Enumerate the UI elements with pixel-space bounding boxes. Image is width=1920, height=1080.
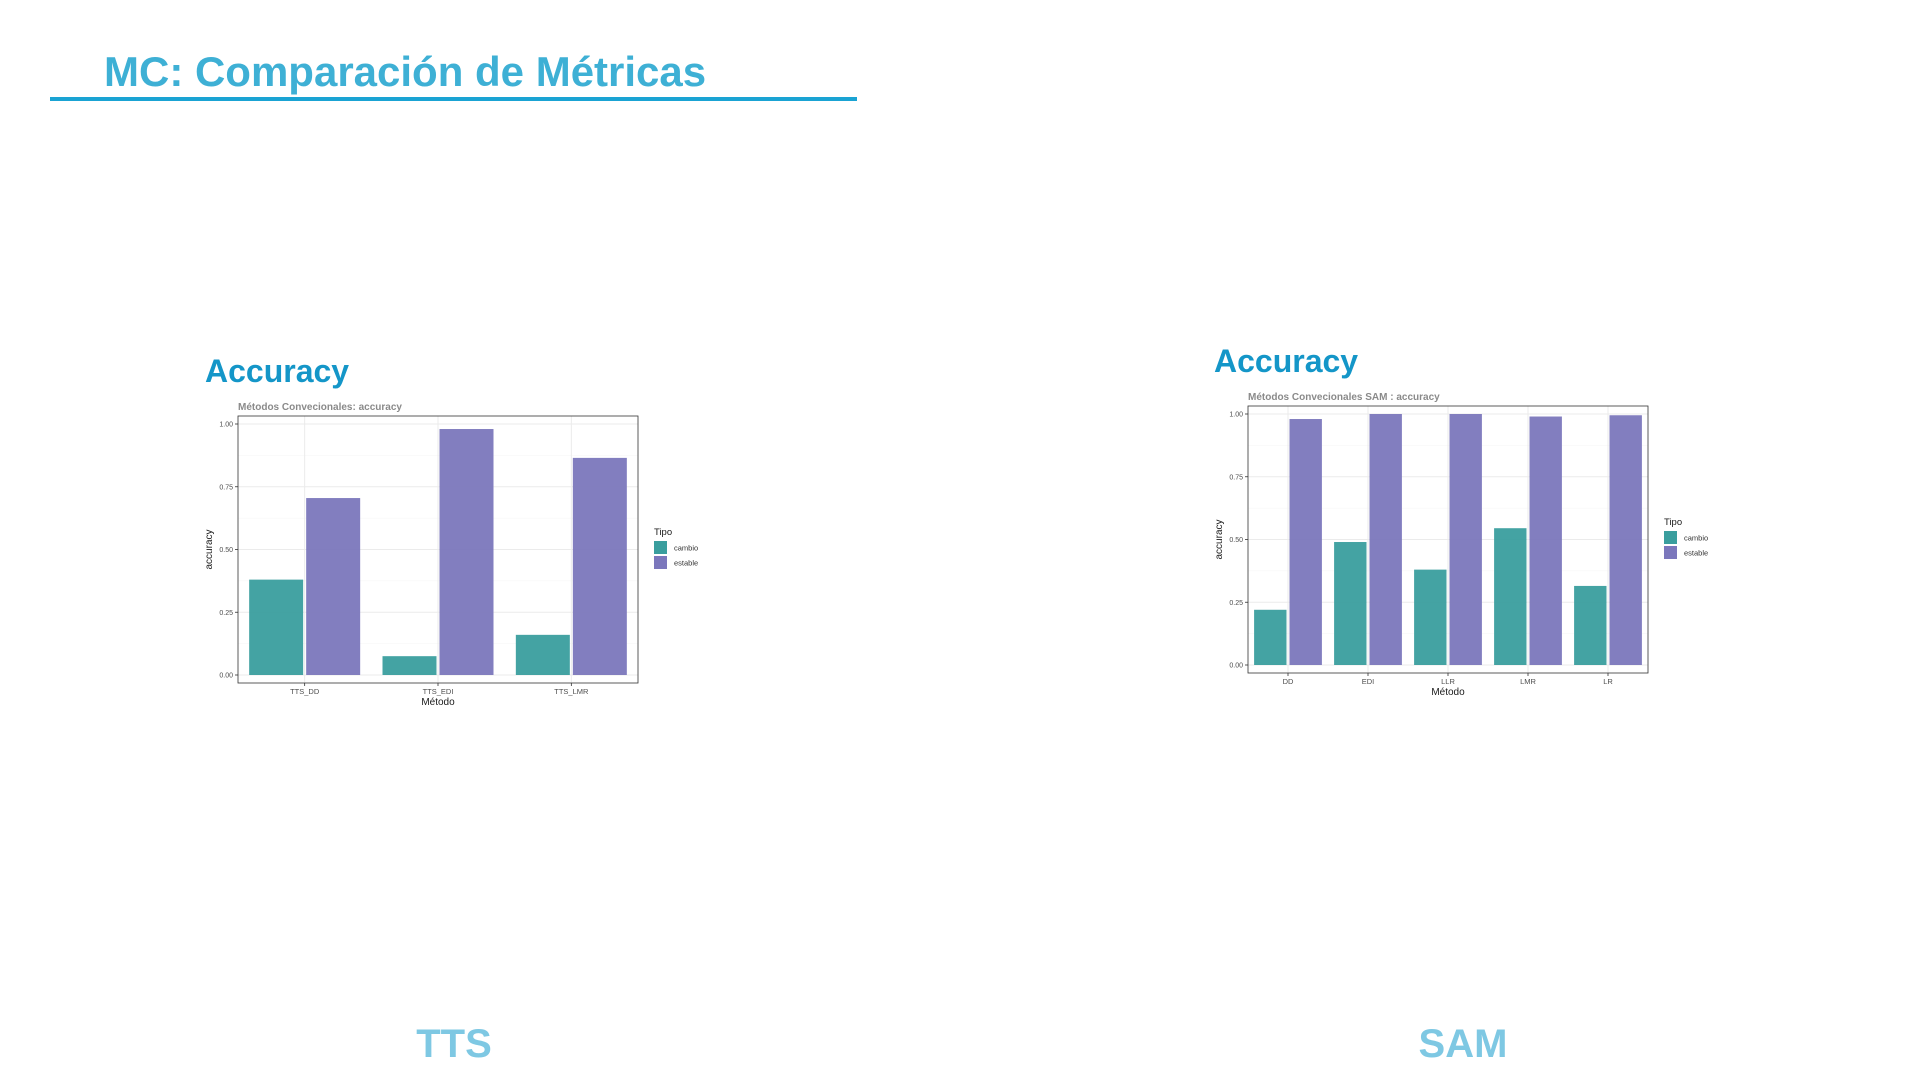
bar-estable-lr	[1609, 415, 1642, 665]
bar-cambio-lmr	[1494, 528, 1527, 665]
tts-panel-heading: Accuracy	[205, 353, 350, 389]
x-tick-label: TTS_EDI	[423, 687, 454, 696]
chart-title: Métodos Convecionales: accuracy	[238, 402, 402, 413]
x-tick-label: TTS_DD	[290, 687, 320, 696]
y-tick-label: 0.25	[1229, 600, 1243, 607]
y-tick-label: 0.25	[219, 610, 233, 617]
grid-lines	[238, 416, 638, 683]
bar-estable-llr	[1449, 414, 1482, 665]
bar-cambio-edi	[1334, 542, 1367, 665]
tts-accuracy-chart: Métodos Convecionales: accuracy 0.00 0.25 0…	[204, 402, 698, 708]
legend-label-cambio: cambio	[1684, 534, 1708, 543]
bar-estable-tts-dd	[306, 498, 361, 675]
sam-footer-label: SAM	[1418, 1022, 1508, 1066]
y-tick-label: 1.00	[219, 422, 233, 429]
legend-title: Tipo	[1664, 517, 1682, 528]
bar-cambio-llr	[1414, 569, 1447, 665]
bar-estable-tts-edi	[439, 429, 494, 675]
y-tick-label: 0.75	[1229, 474, 1243, 481]
x-tick-label: LMR	[1520, 677, 1536, 686]
legend-swatch-cambio	[1664, 531, 1677, 544]
tts-footer-label: TTS	[416, 1022, 492, 1066]
bar-estable-lmr	[1529, 416, 1562, 665]
y-tick-label: 0.75	[219, 484, 233, 491]
bar-cambio-tts-edi	[382, 656, 437, 675]
legend-label-estable: estable	[674, 559, 698, 568]
bar-estable-tts-lmr	[572, 457, 627, 675]
bar-cambio-dd	[1254, 609, 1287, 665]
bar-cambio-tts-dd	[249, 579, 304, 675]
bar-cambio-lr	[1574, 585, 1607, 665]
sam-panel-heading: Accuracy	[1214, 343, 1359, 379]
title-underline	[50, 97, 857, 101]
bar-cambio-tts-lmr	[515, 634, 570, 675]
x-tick-label: LLR	[1441, 677, 1455, 686]
legend-title: Tipo	[654, 527, 672, 538]
legend-swatch-estable	[1664, 546, 1677, 559]
y-tick-label: 1.00	[1229, 412, 1243, 419]
y-axis-title: accuracy	[1214, 519, 1225, 559]
legend-swatch-estable	[654, 556, 667, 569]
y-tick-label: 0.50	[1229, 537, 1243, 544]
x-tick-label: EDI	[1362, 677, 1375, 686]
x-tick-label: DD	[1283, 677, 1294, 686]
y-tick-label: 0.00	[219, 673, 233, 680]
x-axis-title: Método	[421, 697, 455, 708]
chart-title: Métodos Convecionales SAM : accuracy	[1248, 392, 1440, 403]
x-tick-label: TTS_LMR	[554, 687, 589, 696]
bar-estable-dd	[1289, 419, 1322, 665]
legend-label-estable: estable	[1684, 549, 1708, 558]
legend-label-cambio: cambio	[674, 544, 698, 553]
sam-accuracy-chart: Métodos Convecionales SAM : accuracy 0.00…	[1214, 392, 1708, 698]
bar-estable-edi	[1369, 414, 1402, 665]
x-axis-title: Método	[1431, 687, 1465, 698]
y-tick-label: 0.50	[219, 547, 233, 554]
y-tick-label: 0.00	[1229, 663, 1243, 670]
x-tick-label: LR	[1603, 677, 1613, 686]
legend-swatch-cambio	[654, 541, 667, 554]
y-axis-title: accuracy	[204, 529, 215, 569]
slide-title: MC: Comparación de Métricas	[104, 48, 707, 95]
